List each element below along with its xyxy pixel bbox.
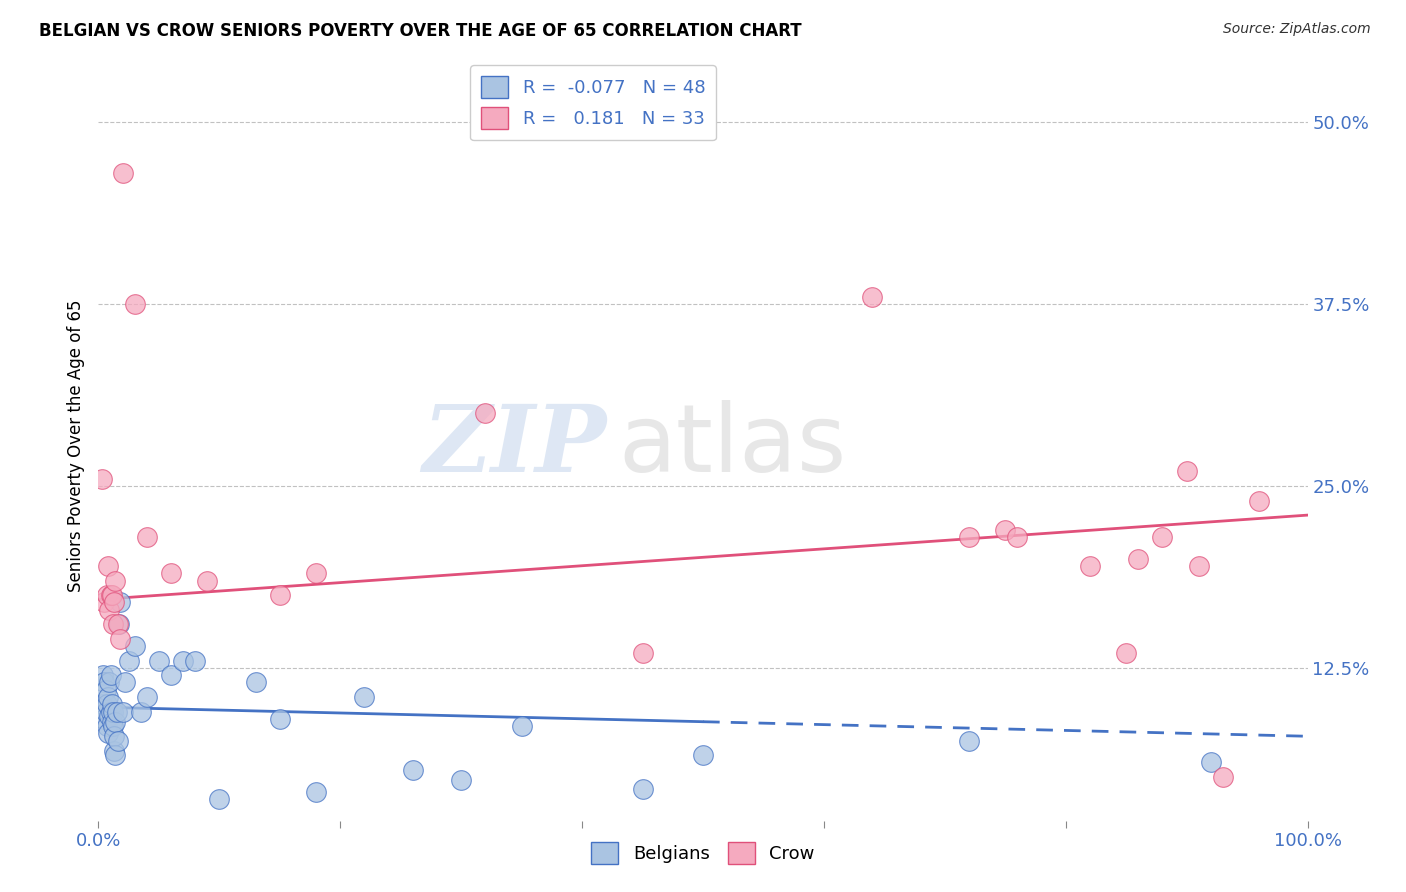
Point xyxy=(100,714,122,729)
Point xyxy=(111,705,134,719)
Point xyxy=(98,675,121,690)
Point xyxy=(93,595,115,609)
Point xyxy=(450,772,472,787)
Point xyxy=(1007,530,1029,544)
Point xyxy=(402,763,425,777)
Point xyxy=(96,719,118,733)
Point xyxy=(94,682,117,697)
Point xyxy=(101,719,124,733)
Point xyxy=(103,729,125,743)
Point xyxy=(148,654,170,668)
Point xyxy=(135,530,157,544)
Point xyxy=(97,726,120,740)
Point xyxy=(305,566,328,581)
Point xyxy=(100,668,122,682)
Point xyxy=(1152,530,1174,544)
Point xyxy=(1078,559,1101,574)
Point xyxy=(1128,551,1150,566)
Point xyxy=(104,748,127,763)
Point xyxy=(104,574,127,588)
Point xyxy=(269,588,291,602)
Text: ZIP: ZIP xyxy=(422,401,606,491)
Point xyxy=(104,714,127,729)
Point xyxy=(91,698,114,712)
Point xyxy=(100,705,122,719)
Text: atlas: atlas xyxy=(619,400,846,492)
Point xyxy=(957,530,980,544)
Point xyxy=(96,698,118,712)
Point xyxy=(91,668,114,682)
Y-axis label: Seniors Poverty Over the Age of 65: Seniors Poverty Over the Age of 65 xyxy=(66,300,84,592)
Text: Source: ZipAtlas.com: Source: ZipAtlas.com xyxy=(1223,22,1371,37)
Point xyxy=(692,748,714,763)
Point xyxy=(135,690,157,704)
Point xyxy=(107,617,129,632)
Point xyxy=(1212,770,1234,784)
Point xyxy=(118,654,141,668)
Point xyxy=(1188,559,1211,574)
Point xyxy=(97,559,120,574)
Point xyxy=(103,744,125,758)
Point xyxy=(103,595,125,609)
Point xyxy=(114,675,136,690)
Point xyxy=(269,712,291,726)
Point xyxy=(510,719,533,733)
Point xyxy=(124,297,146,311)
Point xyxy=(160,668,183,682)
Point xyxy=(1175,465,1198,479)
Point xyxy=(305,784,328,798)
Point xyxy=(111,166,134,180)
Point xyxy=(100,698,122,712)
Point xyxy=(129,705,152,719)
Point xyxy=(353,690,375,704)
Text: BELGIAN VS CROW SENIORS POVERTY OVER THE AGE OF 65 CORRELATION CHART: BELGIAN VS CROW SENIORS POVERTY OVER THE… xyxy=(39,22,801,40)
Point xyxy=(631,781,654,796)
Point xyxy=(160,566,183,581)
Point xyxy=(124,639,146,653)
Point xyxy=(631,646,654,660)
Point xyxy=(860,290,883,304)
Point xyxy=(107,733,129,747)
Point xyxy=(195,574,218,588)
Point xyxy=(91,472,114,486)
Point xyxy=(245,675,267,690)
Point xyxy=(108,617,131,632)
Point xyxy=(100,588,122,602)
Point xyxy=(97,690,120,704)
Point xyxy=(1249,493,1271,508)
Point xyxy=(108,595,131,609)
Point xyxy=(994,523,1017,537)
Point xyxy=(98,709,121,723)
Point xyxy=(93,712,115,726)
Point xyxy=(172,654,194,668)
Legend: Belgians, Crow: Belgians, Crow xyxy=(583,835,823,871)
Point xyxy=(474,406,496,420)
Point xyxy=(101,617,124,632)
Point xyxy=(108,632,131,646)
Point xyxy=(94,705,117,719)
Point xyxy=(105,705,128,719)
Point xyxy=(93,675,115,690)
Point xyxy=(1199,756,1222,770)
Point xyxy=(208,792,231,806)
Point xyxy=(1115,646,1137,660)
Point xyxy=(96,588,118,602)
Point xyxy=(100,588,122,602)
Point xyxy=(98,602,121,616)
Point xyxy=(957,733,980,747)
Point xyxy=(101,705,124,719)
Point xyxy=(184,654,207,668)
